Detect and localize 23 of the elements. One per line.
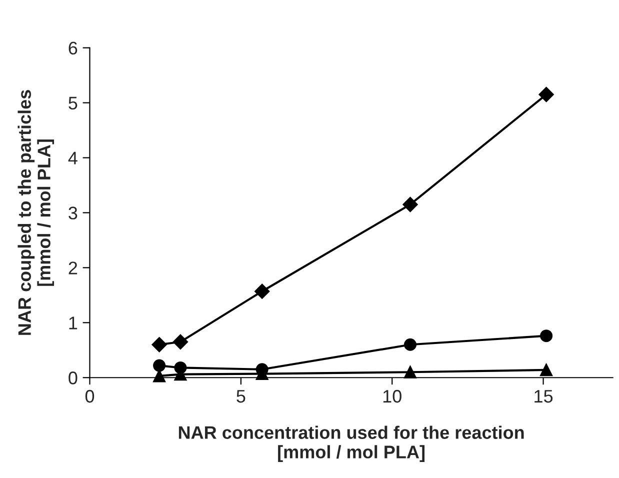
- x-tick-label: 5: [236, 390, 246, 403]
- x-tick-label: 0: [85, 390, 94, 403]
- point: [404, 366, 416, 378]
- y-tick-label: 6: [68, 42, 78, 55]
- point: [404, 338, 416, 351]
- point: [153, 359, 166, 372]
- y-tick-label: 3: [68, 206, 78, 220]
- y-tick-label: 0: [68, 372, 78, 384]
- point: [172, 334, 188, 350]
- x-tick-label: 15: [534, 390, 553, 403]
- y-tick-label: 2: [68, 262, 78, 274]
- y-tick-label: 1: [69, 316, 78, 330]
- x-tick-label: 10: [383, 390, 402, 403]
- y-tick-label: 5: [68, 96, 78, 110]
- x-axis-title: NAR concentration used for the reaction [mmol / mol PLA]: [178, 426, 524, 462]
- point: [402, 196, 418, 212]
- point: [152, 337, 167, 352]
- y-axis-title: NAR coupled to the particles [mmol / mol PLA]: [18, 90, 54, 335]
- point: [540, 364, 553, 376]
- point: [254, 284, 270, 299]
- point: [540, 330, 553, 342]
- y-tick-label: 4: [68, 152, 78, 164]
- point: [538, 86, 554, 102]
